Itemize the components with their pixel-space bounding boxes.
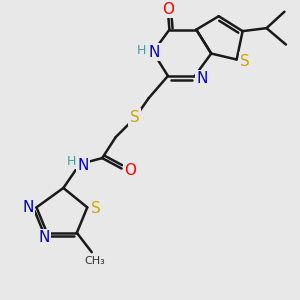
Text: N: N [149, 44, 160, 59]
Text: CH₃: CH₃ [84, 256, 105, 266]
Text: N: N [22, 200, 34, 215]
Text: S: S [240, 53, 250, 68]
Text: N: N [77, 158, 88, 173]
Text: S: S [130, 110, 139, 125]
Text: N: N [196, 71, 208, 86]
Text: H: H [67, 154, 76, 168]
Text: H: H [137, 44, 146, 57]
Text: O: O [124, 163, 136, 178]
Text: O: O [162, 2, 174, 17]
Text: N: N [38, 230, 50, 245]
Text: S: S [91, 201, 100, 216]
